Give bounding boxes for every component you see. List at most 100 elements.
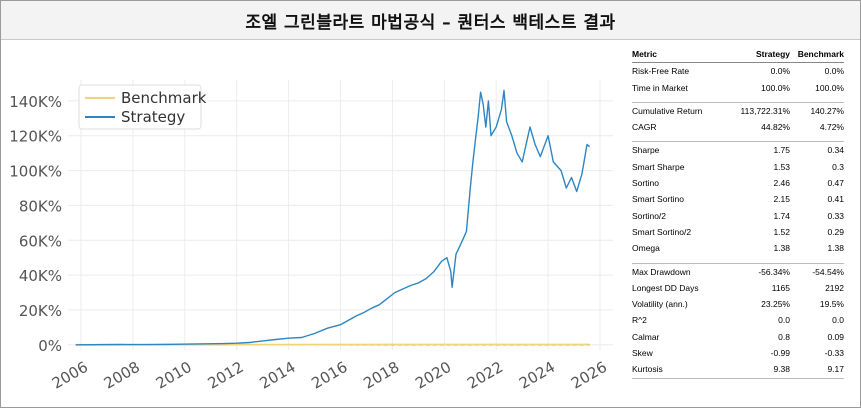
metric-strategy-value: 1.53 xyxy=(773,161,790,172)
metrics-panel: Metric Strategy Benchmark Risk-Free Rate… xyxy=(632,46,844,381)
metric-row: Sharpe 1.75 0.34 xyxy=(632,141,844,159)
metric-row: Kurtosis 9.38 9.17 xyxy=(632,361,844,378)
metric-benchmark-value: 9.17 xyxy=(827,364,844,375)
metric-row: R^2 0.0 0.0 xyxy=(632,312,844,328)
metric-name: Smart Sortino/2 xyxy=(632,226,692,237)
metric-column-header: Metric xyxy=(632,46,724,64)
x-tick-label: 2010 xyxy=(153,358,195,393)
metric-strategy-value: 1.52 xyxy=(773,226,790,237)
metric-name: Calmar xyxy=(632,331,660,342)
x-tick-label: 2006 xyxy=(49,358,91,393)
metric-strategy-value: 113,722.31% xyxy=(724,101,790,120)
y-tick-label: 40K% xyxy=(19,267,62,285)
metric-benchmark-value: 0.0% xyxy=(824,66,844,77)
metric-benchmark-value: 19.5% xyxy=(819,299,844,310)
metric-strategy-value: 9.38 xyxy=(773,364,790,375)
metric-name: R^2 xyxy=(632,315,647,326)
x-tick-label: 2024 xyxy=(516,358,558,393)
x-tick-label: 2026 xyxy=(568,358,610,393)
metric-name: Kurtosis xyxy=(632,364,663,375)
metric-name: Skew xyxy=(632,348,653,359)
metric-name: Risk-Free Rate xyxy=(632,66,690,77)
x-tick-label: 2020 xyxy=(412,358,454,393)
metric-benchmark-value: 0.0 xyxy=(832,315,844,326)
metrics-body: Risk-Free Rate 0.0% 0.0% Time in Market 100.… xyxy=(632,63,844,381)
metric-row: Calmar 0.8 0.09 xyxy=(632,329,844,345)
metric-name: Sortino/2 xyxy=(632,210,667,221)
metric-name: Time in Market xyxy=(632,82,688,93)
metric-name: Smart Sharpe xyxy=(632,161,685,172)
metric-row: Sortino 2.46 0.47 xyxy=(632,175,844,191)
x-tick-label: 2016 xyxy=(308,358,350,393)
metric-row: Longest DD Days 1165 2192 xyxy=(632,280,844,296)
metric-benchmark-value: 0.09 xyxy=(827,331,844,342)
metrics-header-row: Metric Strategy Benchmark xyxy=(632,46,844,64)
metric-name: Longest DD Days xyxy=(632,282,699,293)
metric-row: Sortino/2 1.74 0.33 xyxy=(632,208,844,224)
metric-benchmark-value: 4.72% xyxy=(819,122,844,133)
metric-row: Smart Sortino/2 1.52 0.29 xyxy=(632,224,844,240)
metric-row: CAGR 44.82% 4.72% xyxy=(632,119,844,135)
metric-benchmark-value: 2192 xyxy=(825,282,844,293)
metric-strategy-value: 2.46 xyxy=(773,178,790,189)
metric-strategy-value: 1165 xyxy=(771,282,790,293)
metric-strategy-value: 0.8 xyxy=(778,331,790,342)
metric-strategy-value: -56.34% xyxy=(724,262,790,280)
strategy-column-header: Strategy xyxy=(724,46,790,64)
metric-strategy-value: 1.38 xyxy=(773,243,790,254)
metric-name: Smart Sortino xyxy=(632,194,684,205)
x-tick-label: 2018 xyxy=(360,358,402,393)
metric-benchmark-value: -54.54% xyxy=(790,262,844,280)
metric-strategy-value: 100.0% xyxy=(761,82,790,93)
end-rule-cell xyxy=(632,377,844,381)
metric-benchmark-value: 0.33 xyxy=(827,210,844,221)
metric-strategy-value: 1.75 xyxy=(724,141,790,159)
legend-label-benchmark: Benchmark xyxy=(121,89,207,107)
series-line-strategy xyxy=(75,89,591,346)
metric-name: Omega xyxy=(632,243,660,254)
page-title: 조엘 그린블라트 마법공식 – 퀀터스 백테스트 결과 xyxy=(245,12,616,33)
y-tick-label: 80K% xyxy=(19,197,62,215)
title-bar: 조엘 그린블라트 마법공식 – 퀀터스 백테스트 결과 xyxy=(1,1,860,40)
metric-benchmark-value: 100.0% xyxy=(815,82,844,93)
x-tick-label: 2014 xyxy=(257,358,299,393)
metric-name: Sharpe xyxy=(632,141,724,159)
metric-benchmark-value: 0.34 xyxy=(790,141,844,159)
metric-row: Skew -0.99 -0.33 xyxy=(632,345,844,361)
metrics-table: Metric Strategy Benchmark Risk-Free Rate… xyxy=(632,46,844,381)
metric-strategy-value: 23.25% xyxy=(761,299,790,310)
metric-benchmark-value: -0.33 xyxy=(824,348,844,359)
metric-benchmark-value: 0.41 xyxy=(827,194,844,205)
metric-strategy-value: -0.99 xyxy=(770,348,790,359)
metric-name: Max Drawdown xyxy=(632,262,724,280)
metric-row: Max Drawdown -56.34% -54.54% xyxy=(632,262,844,280)
x-tick-label: 2008 xyxy=(101,358,143,393)
metric-row: Omega 1.38 1.38 xyxy=(632,240,844,256)
metric-row: Cumulative Return 113,722.31% 140.27% xyxy=(632,101,844,120)
metric-benchmark-value: 0.3 xyxy=(832,161,844,172)
metric-benchmark-value: 1.38 xyxy=(827,243,844,254)
metric-name: Sortino xyxy=(632,178,659,189)
metric-row: Smart Sortino 2.15 0.41 xyxy=(632,191,844,207)
metric-row: Smart Sharpe 1.53 0.3 xyxy=(632,159,844,175)
x-tick-label: 2022 xyxy=(464,358,506,393)
metric-strategy-value: 0.0 xyxy=(778,315,790,326)
y-tick-label: 0% xyxy=(38,337,62,355)
metric-name: CAGR xyxy=(632,122,657,133)
metric-strategy-value: 0.0% xyxy=(770,66,790,77)
metric-row: Time in Market 100.0% 100.0% xyxy=(632,80,844,96)
metric-strategy-value: 1.74 xyxy=(773,210,790,221)
metric-name: Cumulative Return xyxy=(632,101,724,120)
y-tick-label: 100K% xyxy=(9,163,62,181)
legend-label-strategy: Strategy xyxy=(121,108,185,126)
metric-name: Volatility (ann.) xyxy=(632,299,688,310)
y-tick-label: 20K% xyxy=(19,302,62,320)
metric-benchmark-value: 0.47 xyxy=(827,178,844,189)
metric-row: Volatility (ann.) 23.25% 19.5% xyxy=(632,296,844,312)
metrics-end-rule xyxy=(632,377,844,381)
metric-strategy-value: 44.82% xyxy=(761,122,790,133)
y-tick-label: 140K% xyxy=(9,93,62,111)
metric-row: Risk-Free Rate 0.0% 0.0% xyxy=(632,63,844,80)
x-tick-label: 2012 xyxy=(205,358,247,393)
